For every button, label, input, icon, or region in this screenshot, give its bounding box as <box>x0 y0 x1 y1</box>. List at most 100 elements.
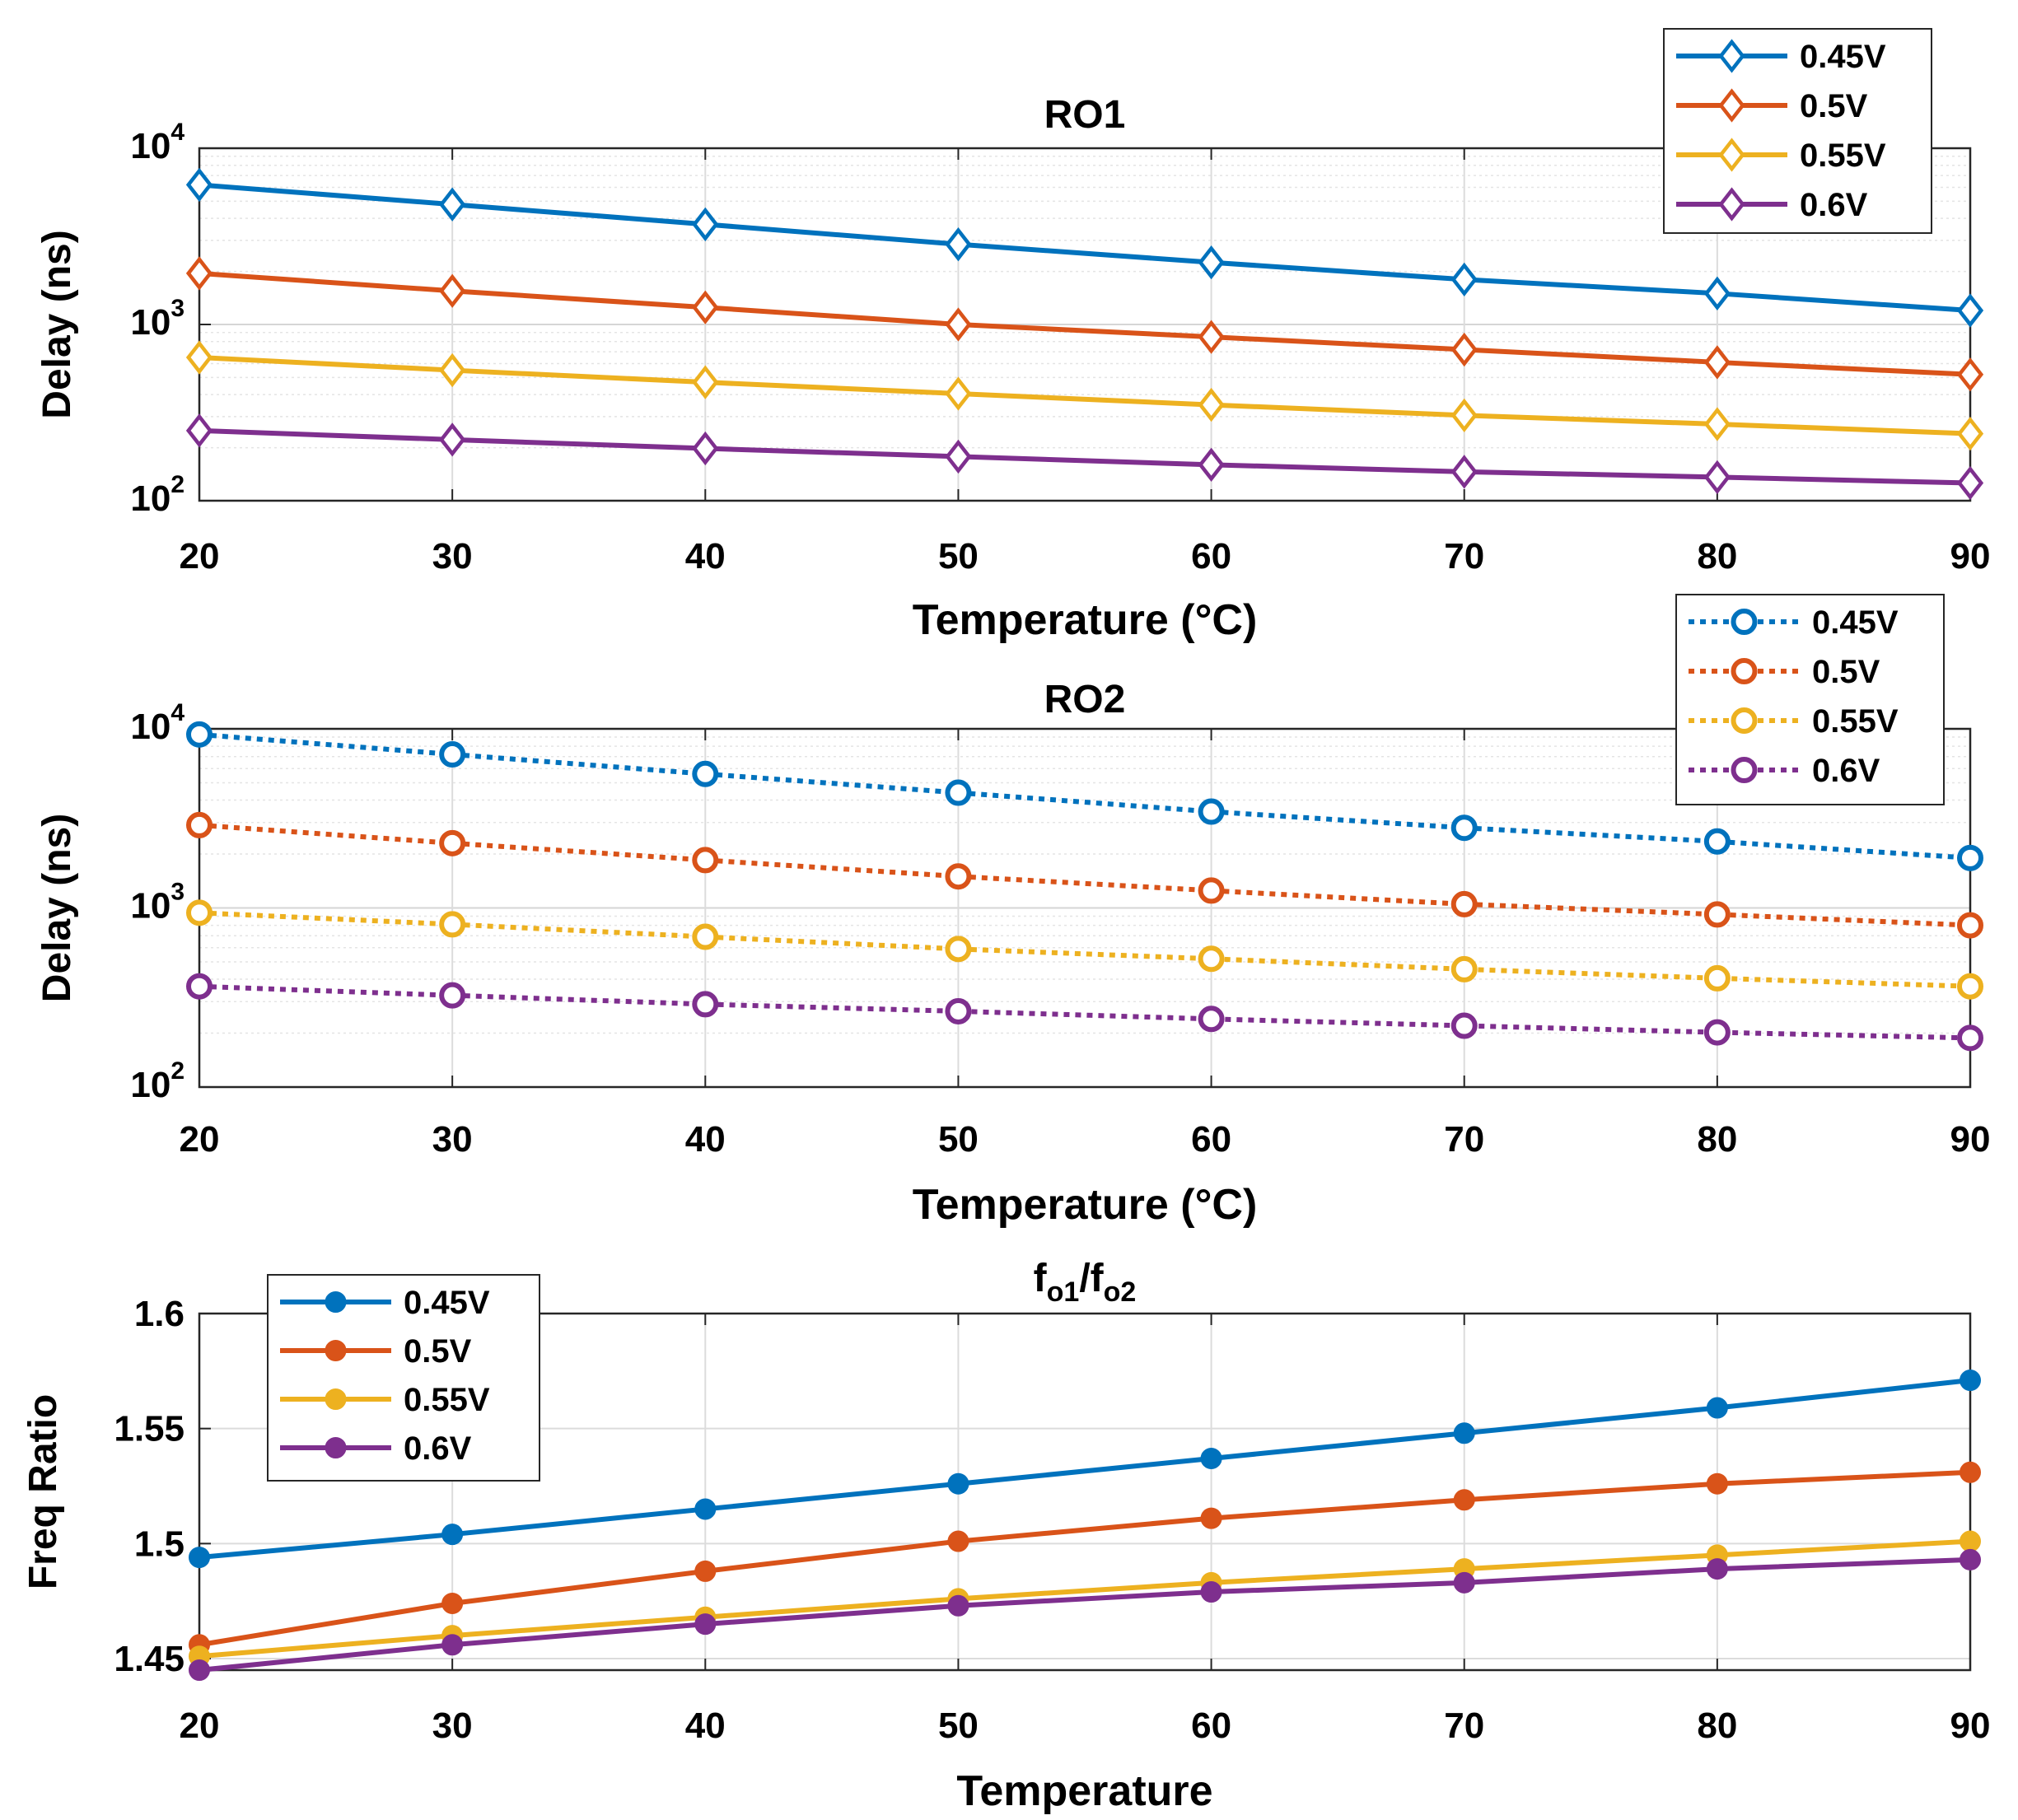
legend-box <box>1663 28 1932 234</box>
legend-label: 0.55V <box>404 1382 490 1418</box>
x-tick-label: 70 <box>1444 1706 1484 1746</box>
data-point-marker <box>947 1472 969 1495</box>
data-point-marker <box>1703 1019 1731 1046</box>
x-tick-label: 60 <box>1191 536 1231 576</box>
data-point-marker <box>439 187 466 222</box>
x-tick-label: 50 <box>938 1706 979 1746</box>
y-tick-label: 1.6 <box>134 1294 185 1334</box>
data-point-marker <box>185 340 213 375</box>
data-point-marker <box>692 923 719 950</box>
y-tick-label: 102 <box>130 1057 185 1105</box>
data-point-marker <box>947 1530 969 1552</box>
y-tick-exponent: 4 <box>171 699 185 726</box>
x-tick-label: 90 <box>1950 536 1991 576</box>
data-point-marker <box>694 1498 717 1520</box>
y-tick-exponent: 3 <box>171 295 185 322</box>
y-tick-base: 10 <box>130 707 171 747</box>
data-point-marker <box>1957 844 1983 871</box>
y-tick-exponent: 4 <box>171 119 185 146</box>
y-axis-label: Freq Ratio <box>21 1394 65 1589</box>
data-point-marker <box>1706 1558 1728 1580</box>
data-point-marker <box>186 721 213 748</box>
series-0.55V <box>185 340 1984 451</box>
data-point-marker <box>1450 332 1478 367</box>
data-point-marker <box>186 811 213 838</box>
legend-label: 0.5V <box>1800 88 1868 124</box>
data-point-marker <box>945 779 972 806</box>
data-point-marker <box>692 207 719 242</box>
x-tick-label: 50 <box>938 1119 979 1160</box>
data-point-marker <box>325 1388 347 1410</box>
data-point-marker <box>1198 945 1225 973</box>
series-0.6V <box>185 413 1984 501</box>
data-point-marker <box>325 1437 347 1458</box>
x-tick-label: 30 <box>432 1706 473 1746</box>
data-point-marker <box>1198 798 1225 825</box>
data-point-marker <box>1703 460 1731 495</box>
data-point-marker <box>1198 1006 1225 1033</box>
series-0.45V <box>185 167 1984 328</box>
chart-title: RO1 <box>1044 93 1126 137</box>
y-tick-label: 102 <box>130 471 185 519</box>
series-line <box>199 983 1971 1041</box>
data-point-marker <box>186 973 213 1000</box>
data-point-marker <box>1450 262 1478 297</box>
series-0.6V <box>189 1548 1981 1681</box>
title-part: f <box>1034 1257 1048 1300</box>
data-point-marker <box>186 899 213 926</box>
data-point-marker <box>947 1594 969 1617</box>
x-axis-label: Temperature <box>956 1767 1212 1815</box>
legend-label: 0.6V <box>1812 753 1880 789</box>
x-tick-label: 40 <box>685 1706 726 1746</box>
data-point-marker <box>1453 1489 1475 1511</box>
data-point-marker <box>325 1340 347 1361</box>
data-point-marker <box>1957 912 1983 939</box>
data-point-marker <box>945 376 972 411</box>
data-point-marker <box>1198 245 1225 280</box>
data-point-marker <box>692 431 719 466</box>
y-tick-exponent: 2 <box>171 1057 185 1085</box>
data-point-marker <box>1718 39 1745 73</box>
data-point-marker <box>1200 1507 1222 1529</box>
x-tick-label: 60 <box>1191 1119 1231 1160</box>
data-point-marker <box>1703 407 1731 441</box>
series-line <box>199 270 1971 377</box>
legend-label: 0.6V <box>404 1430 472 1467</box>
data-point-marker <box>1198 447 1225 482</box>
x-tick-label: 70 <box>1444 1119 1484 1160</box>
data-point-marker <box>945 997 972 1024</box>
x-tick-label: 90 <box>1950 1119 1991 1160</box>
series-0.45V <box>186 721 1983 871</box>
series-line <box>199 355 1971 436</box>
legend: 0.45V 0.5V 0.55V 0.6V <box>1675 594 1945 805</box>
data-point-marker <box>441 1524 464 1546</box>
title-part: o1 <box>1047 1276 1080 1308</box>
series-line <box>199 1556 1971 1673</box>
data-point-marker <box>1450 455 1478 489</box>
data-point-marker <box>1956 357 1984 392</box>
x-tick-label: 80 <box>1697 1119 1737 1160</box>
y-tick-base: 10 <box>130 126 171 166</box>
y-axis-label: Delay (ns) <box>35 814 79 1002</box>
data-point-marker <box>1956 416 1984 451</box>
data-point-marker <box>1960 1370 1981 1392</box>
y-tick-label: 103 <box>130 295 185 343</box>
data-point-marker <box>1718 187 1745 222</box>
x-tick-label: 80 <box>1697 1706 1737 1746</box>
series-line <box>199 427 1971 486</box>
x-tick-label: 20 <box>180 536 220 576</box>
data-point-marker <box>945 936 972 963</box>
legend: 0.45V 0.5V 0.55V 0.6V <box>1663 28 1932 234</box>
data-point-marker <box>1960 1461 1981 1483</box>
data-point-marker <box>1731 757 1758 783</box>
data-point-marker <box>1453 1422 1475 1444</box>
y-tick-label: 1.45 <box>114 1639 185 1679</box>
data-point-marker <box>1703 345 1731 380</box>
y-tick-exponent: 3 <box>171 879 185 906</box>
data-point-marker <box>1960 1548 1981 1570</box>
y-tick-base: 10 <box>130 478 171 519</box>
series-0.6V <box>186 973 1983 1052</box>
data-point-marker <box>692 991 719 1018</box>
y-tick-exponent: 2 <box>171 471 185 498</box>
